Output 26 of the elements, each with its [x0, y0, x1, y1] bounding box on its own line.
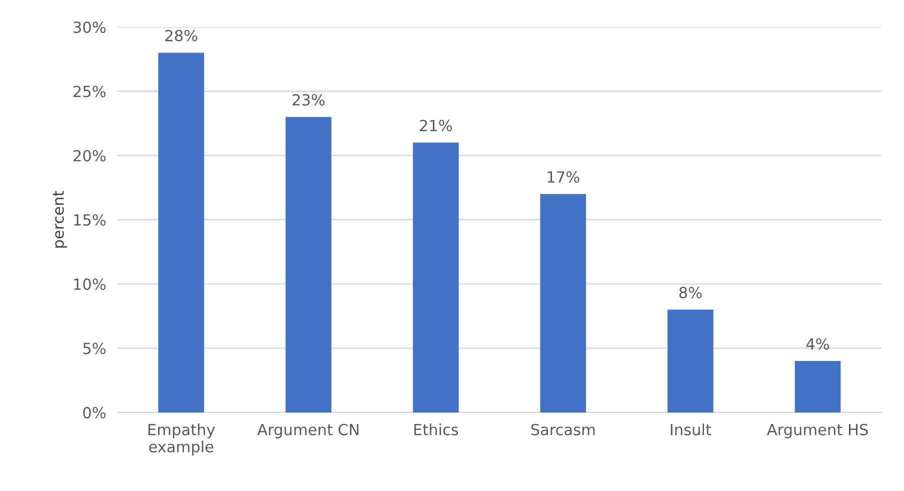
data-label: 8% [679, 286, 702, 298]
y-tick-label: 15% [74, 214, 106, 226]
bar [794, 361, 841, 412]
data-label: 21% [420, 120, 452, 132]
y-axis-title: percent [52, 190, 67, 248]
y-tick-label: 30% [74, 21, 106, 34]
data-label: 4% [806, 338, 830, 350]
data-label: 23% [292, 94, 325, 106]
bar [668, 310, 714, 412]
bar [286, 116, 332, 412]
data-label: 28% [165, 30, 198, 42]
data-label: 17% [548, 171, 580, 183]
x-tick-label: Ethics [414, 424, 458, 436]
y-tick-label: 0% [83, 406, 106, 418]
bar [540, 194, 586, 412]
y-tick-label: 10% [74, 278, 106, 290]
bar [412, 142, 459, 412]
x-tick-label: Sarcasm [531, 424, 595, 436]
x-tick-label: Empathy example [148, 424, 215, 456]
x-tick-label: Insult [670, 424, 712, 436]
bar [158, 52, 204, 412]
y-tick-label: 5% [83, 342, 106, 354]
y-tick-label: 20% [74, 150, 106, 162]
x-tick-label: Argument CN [257, 424, 358, 438]
y-tick-label: 25% [74, 86, 106, 98]
x-tick-label: Argument HS [766, 424, 868, 438]
